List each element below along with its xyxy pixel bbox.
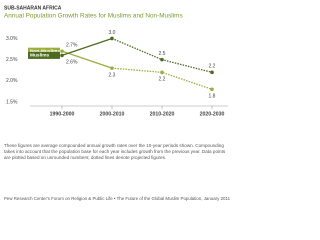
point [110,66,114,70]
legend-label: Non-Muslims [30,48,60,54]
source: Pew Research Center's Forum on Religion … [4,196,231,201]
note: These figures are average compounded ann… [4,143,226,160]
legend-box [28,51,60,59]
x-tick-label: 2000-2010 [100,111,125,117]
y-tick-label: 2.5% [6,57,18,63]
value-label: 1.8 [209,94,216,100]
value-label: 2.2 [159,77,166,83]
y-tick-label: 3.0% [6,36,18,42]
point [160,57,164,62]
point [160,70,164,75]
legend-label: Muslims [30,53,50,59]
chart-kicker: SUB-SAHARAN AFRICA [4,5,62,11]
point [60,53,64,58]
series-line [61,50,113,69]
value-label: 2.3 [109,72,116,78]
value-label: 2.2 [209,64,216,70]
x-tick-label: 2010-2020 [150,111,175,117]
y-tick-label: 1.5% [6,99,18,105]
legend-box [28,47,60,55]
y-tick-label: 2.0% [6,78,18,84]
point [210,70,214,75]
value-label: 2.7% [66,43,78,49]
point [110,36,114,41]
value-label: 2.5 [159,51,166,57]
x-tick-label: 2020-2030 [200,111,225,117]
figure: SUB-SAHARAN AFRICA Annual Population Gro… [4,5,231,201]
x-tick-label: 1990-2000 [50,111,75,117]
page: SUB-SAHARAN AFRICA Annual Population Gro… [4,5,231,201]
series-line [61,37,113,57]
series-line-projected [111,67,213,90]
point [60,49,64,53]
value-label: 3.0 [109,30,116,36]
chart: SUB-SAHARAN AFRICA Annual Population Gro… [4,5,228,117]
value-label: 2.6% [66,60,78,66]
point [210,87,214,92]
chart-title: Annual Population Growth Rates for Musli… [4,13,183,20]
